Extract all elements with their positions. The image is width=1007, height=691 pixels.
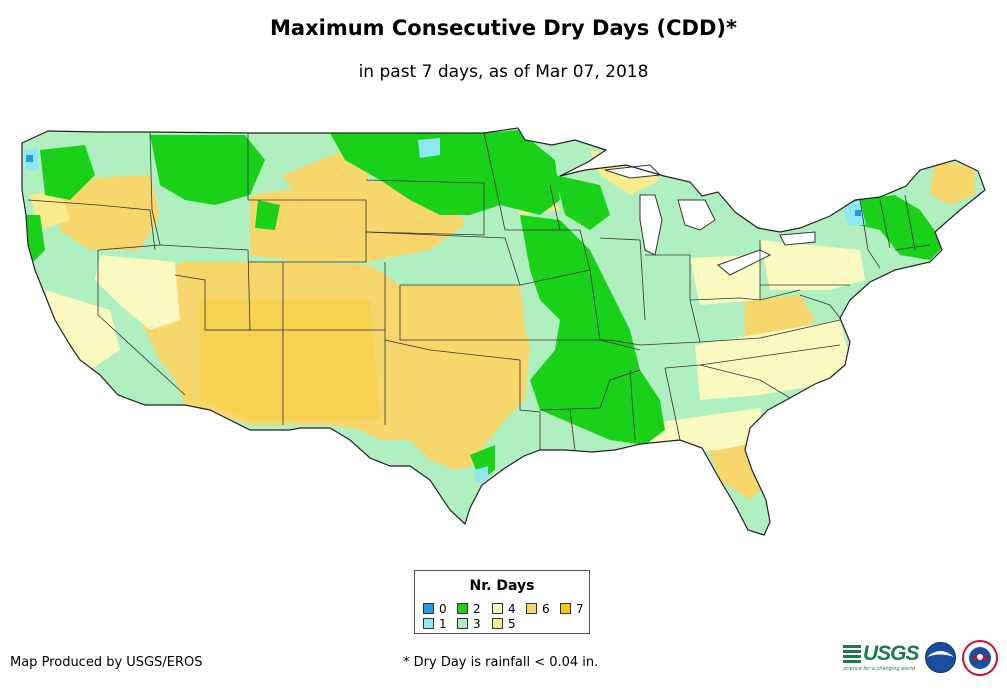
legend-item-7: 7 [560, 603, 584, 615]
map-title: Maximum Consecutive Dry Days (CDD)* [270, 16, 737, 40]
us-outline [21, 127, 986, 536]
legend-item-3: 3 [457, 618, 481, 630]
great-lakes [604, 164, 816, 276]
legend-label-0: 0 [439, 602, 447, 616]
legend-label-1: 1 [439, 617, 447, 631]
dry-day-footnote: * Dry Day is rainfall < 0.04 in. [403, 655, 599, 670]
legend-label-7: 7 [576, 602, 584, 616]
legend-swatch-6 [526, 603, 537, 614]
legend-item-4: 4 [492, 603, 516, 615]
map-subtitle: in past 7 days, as of Mar 07, 2018 [358, 62, 649, 82]
legend-item-2: 2 [457, 603, 481, 615]
legend-label-4: 4 [508, 602, 516, 616]
usgs-logo-text: USGS [863, 642, 920, 665]
legend-label-2: 2 [473, 602, 481, 616]
legend-item-1: 1 [423, 618, 447, 630]
legend-label-6: 6 [542, 602, 550, 616]
state-borders [27, 131, 931, 451]
legend-label-5: 5 [508, 617, 516, 631]
legend-item-0: 0 [423, 603, 447, 615]
usgs-tagline: science for a changing world [843, 666, 915, 672]
noaa-logo [925, 642, 956, 673]
legend-swatch-3 [457, 618, 468, 629]
map-credit: Map Produced by USGS/EROS [10, 655, 203, 670]
nws-logo [962, 640, 998, 676]
legend-label-3: 3 [473, 617, 481, 631]
legend-swatch-5 [492, 618, 503, 629]
legend: Nr. Days 0 1 2 3 4 5 6 7 [414, 570, 590, 634]
legend-title: Nr. Days [469, 578, 535, 594]
legend-swatch-1 [423, 618, 434, 629]
legend-swatch-0 [423, 603, 434, 614]
legend-item-5: 5 [492, 618, 516, 630]
legend-swatch-7 [560, 603, 571, 614]
legend-swatch-2 [457, 603, 468, 614]
usgs-logo: USGS science for a changing world [843, 642, 920, 672]
legend-item-6: 6 [526, 603, 550, 615]
legend-swatch-4 [492, 603, 503, 614]
usgs-stripes-icon [843, 645, 861, 663]
